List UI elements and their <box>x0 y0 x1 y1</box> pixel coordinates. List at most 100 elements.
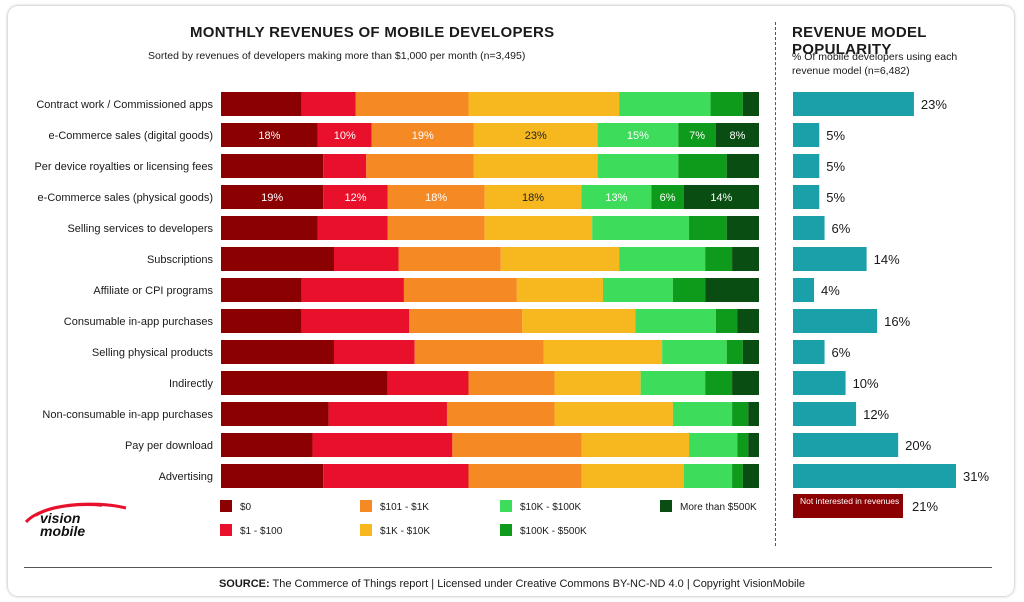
bar-segment-0 <box>221 309 302 333</box>
bar-segment-0 <box>221 247 334 271</box>
bar-segment-101-1k <box>371 123 474 147</box>
legend-label: $0 <box>240 502 252 513</box>
bar-segment-more-than-500k <box>732 371 759 395</box>
bar-segment-1k-10k <box>484 185 582 209</box>
bar-segment-101-1k <box>452 433 582 457</box>
not-interested-bar <box>793 494 903 518</box>
footer-rule <box>24 567 992 568</box>
bar-segment-1k-10k <box>543 340 663 364</box>
category-label: Contract work / Commissioned apps <box>36 99 213 111</box>
bar-segment-100k-500k <box>678 154 727 178</box>
data-label: 7% <box>689 130 705 142</box>
bar-segment-10k-100k <box>597 123 679 147</box>
bar-segment-100k-500k <box>737 433 749 457</box>
category-label: Selling services to developers <box>67 223 213 235</box>
legend-swatch <box>220 524 232 536</box>
bar-segment-0 <box>221 278 302 302</box>
section-divider <box>775 22 776 546</box>
visionmobile-logo-icon <box>24 502 127 524</box>
legend-label: $10K - $100K <box>520 502 581 513</box>
bar-segment-1-100 <box>323 185 388 209</box>
bar-segment-1k-10k <box>554 402 673 426</box>
bar-segment-1k-10k <box>484 216 593 240</box>
data-label: 18% <box>258 130 280 142</box>
legend-swatch <box>660 500 672 512</box>
category-label: e-Commerce sales (physical goods) <box>38 192 213 204</box>
bar-segment-100k-500k <box>705 247 733 271</box>
data-label: 8% <box>730 130 746 142</box>
bar-segment-more-than-500k <box>732 247 759 271</box>
bar-segment-101-1k <box>468 371 555 395</box>
bar-segment-more-than-500k <box>683 185 759 209</box>
category-label: Pay per download <box>125 440 213 452</box>
bar-segment-1k-10k <box>473 154 598 178</box>
popularity-bar <box>793 216 825 240</box>
popularity-label: 5% <box>826 128 845 143</box>
bar-segment-more-than-500k <box>726 154 759 178</box>
popularity-label: 5% <box>826 190 845 205</box>
bar-segment-100k-500k <box>732 464 743 488</box>
bar-segment-1-100 <box>333 247 399 271</box>
logo-line-2: mobile <box>40 523 86 539</box>
bar-segment-1-100 <box>387 371 469 395</box>
bar-segment-100k-500k <box>710 92 743 116</box>
bar-segment-0 <box>221 464 324 488</box>
data-label: 12% <box>344 192 366 204</box>
popularity-bar <box>793 433 899 457</box>
bar-segment-more-than-500k <box>726 216 759 240</box>
legend-label: $1 - $100 <box>240 526 283 537</box>
bar-segment-100k-500k <box>689 216 727 240</box>
category-label: Per device royalties or licensing fees <box>34 161 213 173</box>
left-chart-title: MONTHLY REVENUES OF MOBILE DEVELOPERS <box>190 24 555 41</box>
popularity-bar <box>793 154 820 178</box>
popularity-bar <box>793 464 956 488</box>
popularity-bar <box>793 340 825 364</box>
not-interested-label: Not interested in revenues <box>800 496 900 506</box>
bar-segment-101-1k <box>387 216 485 240</box>
legend-label: $101 - $1K <box>380 502 429 513</box>
bar-segment-more-than-500k <box>742 92 759 116</box>
bar-segment-100k-500k <box>715 309 738 333</box>
bar-segment-more-than-500k <box>748 433 759 457</box>
popularity-label: 31% <box>963 469 989 484</box>
bar-segment-1-100 <box>317 123 372 147</box>
legend-swatch <box>500 524 512 536</box>
data-label: 6% <box>660 192 676 204</box>
legend-label: $1K - $10K <box>380 526 430 537</box>
bar-segment-1k-10k <box>500 247 620 271</box>
data-label: 10% <box>334 130 356 142</box>
legend-swatch <box>360 500 372 512</box>
bar-segment-101-1k <box>446 402 555 426</box>
legend-swatch <box>220 500 232 512</box>
footer-source-text: The Commerce of Things report | Licensed… <box>272 578 806 590</box>
right-chart-title: REVENUE MODEL POPULARITY <box>792 24 927 58</box>
legend-label: More than $500K <box>680 502 757 513</box>
not-interested-pct: 21% <box>912 499 939 514</box>
bar-segment-0 <box>221 216 318 240</box>
bar-segment-0 <box>221 371 388 395</box>
bar-segment-more-than-500k <box>748 402 759 426</box>
bar-segment-101-1k <box>409 309 523 333</box>
bar-segment-0 <box>221 123 318 147</box>
bar-segment-101-1k <box>355 92 469 116</box>
data-label: 15% <box>627 130 649 142</box>
bar-segment-100k-500k <box>705 371 733 395</box>
bar-segment-101-1k <box>468 464 582 488</box>
bar-segment-1k-10k <box>554 371 641 395</box>
data-label: 19% <box>261 192 283 204</box>
popularity-bar <box>793 309 878 333</box>
bar-segment-1-100 <box>328 402 447 426</box>
data-label: 13% <box>605 192 627 204</box>
bar-segment-1-100 <box>301 309 410 333</box>
bar-segment-1k-10k <box>516 278 603 302</box>
popularity-label: 6% <box>832 221 851 236</box>
bar-segment-1-100 <box>333 340 415 364</box>
bar-segment-more-than-500k <box>715 123 759 147</box>
left-chart-subtitle: Sorted by revenues of developers making … <box>148 50 526 62</box>
popularity-label: 20% <box>905 438 931 453</box>
bar-segment-101-1k <box>387 185 485 209</box>
bar-segment-100k-500k <box>678 123 716 147</box>
category-label: Affiliate or CPI programs <box>93 285 213 297</box>
category-label: Selling physical products <box>92 347 214 359</box>
bar-segment-100k-500k <box>651 185 684 209</box>
